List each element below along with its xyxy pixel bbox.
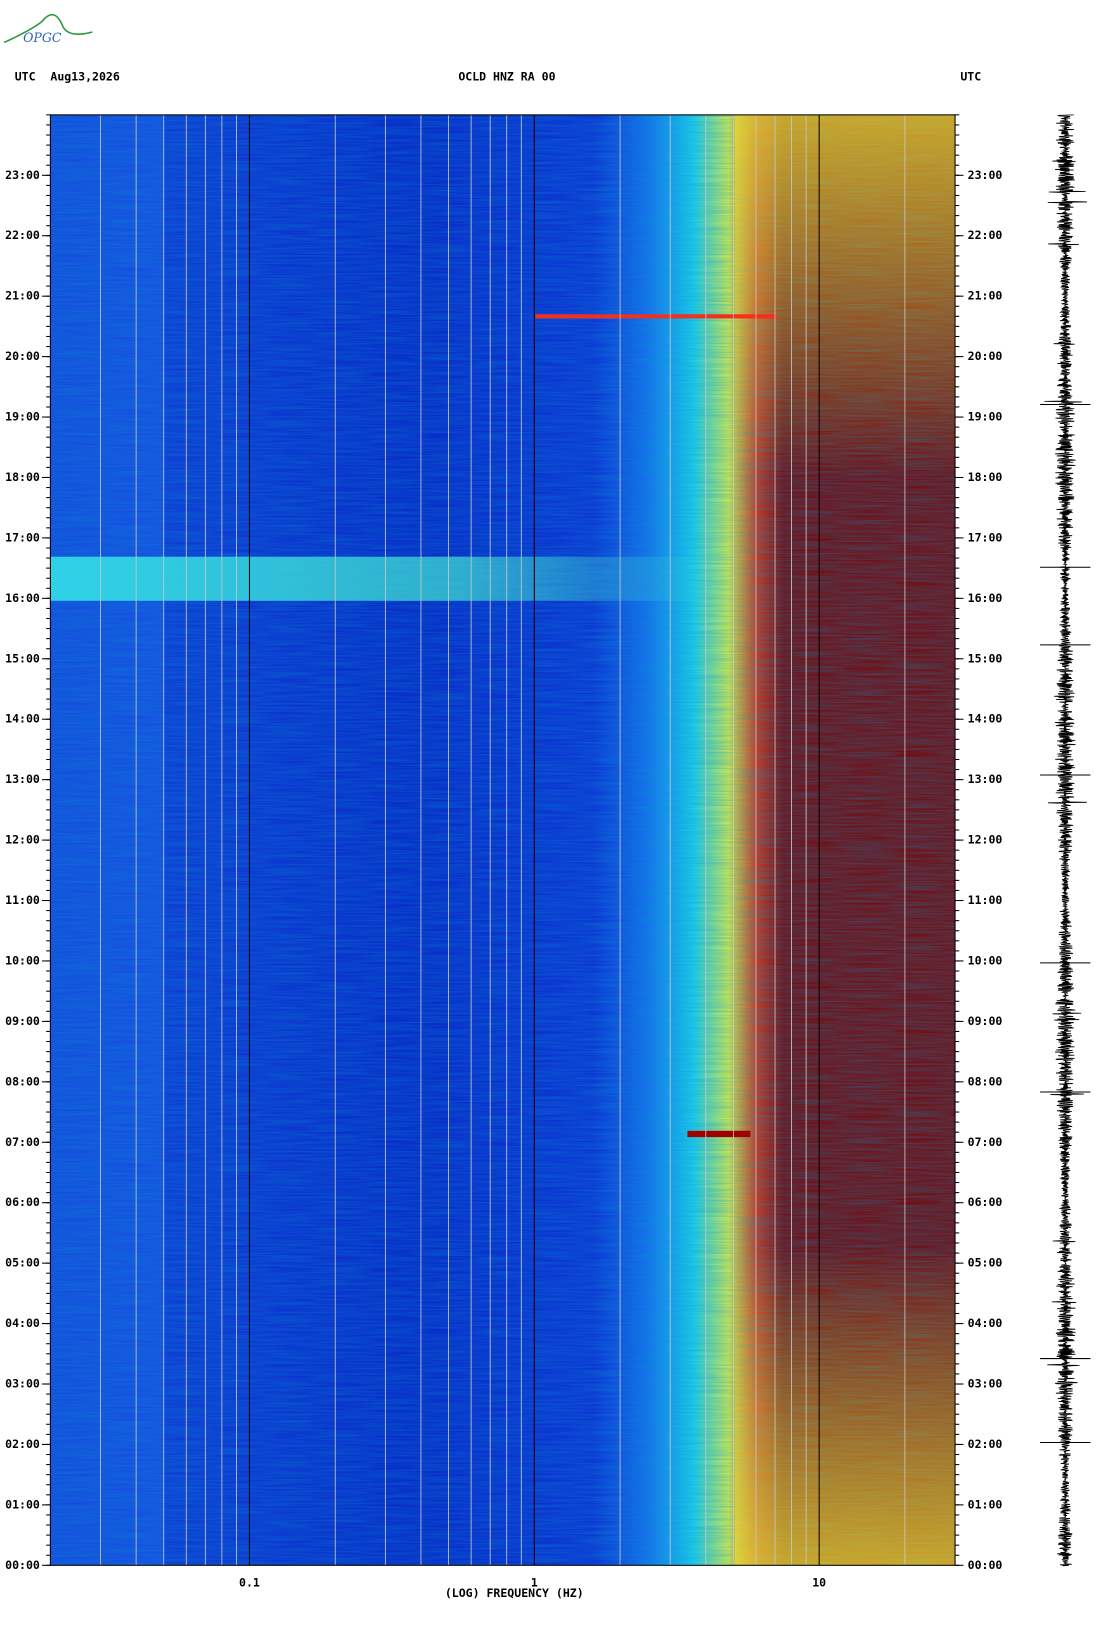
time-zone-right: UTC (960, 70, 981, 84)
logo-text: OPGC (23, 30, 62, 45)
grid (41, 114, 964, 1566)
y-tick-label: 03:00 (5, 1377, 40, 1391)
y-tick-label: 21:00 (5, 289, 40, 303)
y-tick-label: 09:00 (5, 1014, 40, 1028)
date: Aug13,2026 (50, 70, 119, 84)
y-tick-label: 15:00 (968, 651, 1003, 665)
y-tick-label: 20:00 (968, 349, 1003, 363)
y-tick-label: 04:00 (5, 1316, 40, 1330)
y-tick-label: 11:00 (968, 893, 1003, 907)
y-tick-label: 12:00 (5, 833, 40, 847)
y-tick-label: 10:00 (968, 953, 1003, 967)
y-tick-label: 22:00 (5, 228, 40, 242)
y-tick-label: 17:00 (5, 530, 40, 544)
y-tick-label: 08:00 (5, 1074, 40, 1088)
y-tick-label: 16:00 (5, 591, 40, 605)
y-tick-label: 01:00 (968, 1497, 1003, 1511)
y-tick-label: 18:00 (968, 470, 1003, 484)
y-tick-label: 12:00 (968, 833, 1003, 847)
x-tick-label: 1 (531, 1576, 538, 1590)
x-tick-label: 10 (812, 1576, 826, 1590)
y-tick-label: 14:00 (968, 712, 1003, 726)
chart-title: OCLD HNZ RA 00 (458, 70, 555, 84)
y-tick-label: 02:00 (5, 1437, 40, 1451)
y-tick-label: 03:00 (968, 1377, 1003, 1391)
y-tick-label: 20:00 (5, 349, 40, 363)
y-tick-label: 05:00 (5, 1256, 40, 1270)
time-zone-left: UTC (15, 70, 36, 84)
spectrogram (50, 114, 956, 1566)
y-tick-label: 00:00 (968, 1558, 1003, 1572)
y-tick-label: 08:00 (968, 1074, 1003, 1088)
y-tick-label: 23:00 (968, 168, 1003, 182)
y-tick-label: 06:00 (5, 1195, 40, 1209)
y-tick-label: 06:00 (968, 1195, 1003, 1209)
y-tick-label: 01:00 (5, 1497, 40, 1511)
x-tick-label: 0.1 (239, 1576, 260, 1590)
y-tick-label: 19:00 (5, 410, 40, 424)
y-tick-label: 18:00 (5, 470, 40, 484)
y-tick-label: 02:00 (968, 1437, 1003, 1451)
y-tick-label: 13:00 (968, 772, 1003, 786)
y-tick-label: 04:00 (968, 1316, 1003, 1330)
seismogram (1040, 114, 1091, 1567)
logo: OPGC (3, 14, 93, 45)
x-axis-label: (LOG) FREQUENCY (HZ) (445, 1586, 584, 1600)
y-tick-label: 17:00 (968, 530, 1003, 544)
y-tick-label: 05:00 (968, 1256, 1003, 1270)
y-tick-label: 16:00 (968, 591, 1003, 605)
plot-frame (49, 114, 956, 1566)
y-tick-label: 07:00 (5, 1135, 40, 1149)
y-tick-label: 23:00 (5, 168, 40, 182)
y-tick-label: 22:00 (968, 228, 1003, 242)
y-tick-label: 21:00 (968, 289, 1003, 303)
y-tick-label: 00:00 (5, 1558, 40, 1572)
y-tick-label: 07:00 (968, 1135, 1003, 1149)
y-tick-label: 19:00 (968, 410, 1003, 424)
y-tick-label: 14:00 (5, 712, 40, 726)
y-tick-label: 09:00 (968, 1014, 1003, 1028)
y-tick-label: 15:00 (5, 651, 40, 665)
y-tick-label: 13:00 (5, 772, 40, 786)
y-tick-label: 11:00 (5, 893, 40, 907)
seismogram-trace (1044, 114, 1088, 1567)
y-tick-label: 10:00 (5, 953, 40, 967)
